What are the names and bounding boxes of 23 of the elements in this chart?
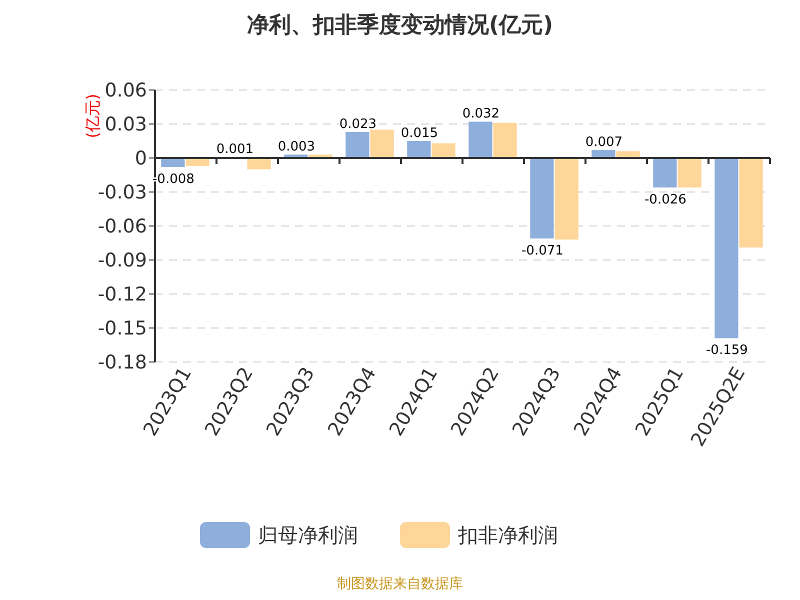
y-tick-label: -0.12 xyxy=(98,284,147,306)
data-label: 0.023 xyxy=(339,116,377,132)
legend-label: 扣非净利润 xyxy=(457,523,558,547)
y-tick-label: -0.15 xyxy=(98,318,147,340)
y-tick-label: -0.03 xyxy=(98,182,147,204)
data-label: 0.001 xyxy=(216,142,254,157)
y-tick-label: -0.18 xyxy=(98,352,147,374)
data-label: -0.026 xyxy=(644,192,686,208)
chart-title: 净利、扣非季度变动情况(亿元) xyxy=(246,12,554,38)
y-tick-label: -0.09 xyxy=(98,250,147,272)
legend-label: 归母净利润 xyxy=(258,523,358,547)
data-label: 0.003 xyxy=(278,140,316,155)
data-label: -0.159 xyxy=(706,343,748,358)
y-tick-label: 0 xyxy=(134,148,147,170)
y-axis-title: (亿元) xyxy=(83,94,102,138)
data-label: 0.015 xyxy=(400,126,438,141)
data-label: 0.007 xyxy=(585,135,623,150)
text: 制图数据来自数据库 xyxy=(337,576,463,592)
data-label: -0.071 xyxy=(521,243,564,258)
y-tick-label: 0.06 xyxy=(104,80,147,102)
y-tick-label: 0.03 xyxy=(104,114,147,136)
y-tick-label: -0.06 xyxy=(98,216,147,238)
data-label: 0.032 xyxy=(462,106,500,122)
